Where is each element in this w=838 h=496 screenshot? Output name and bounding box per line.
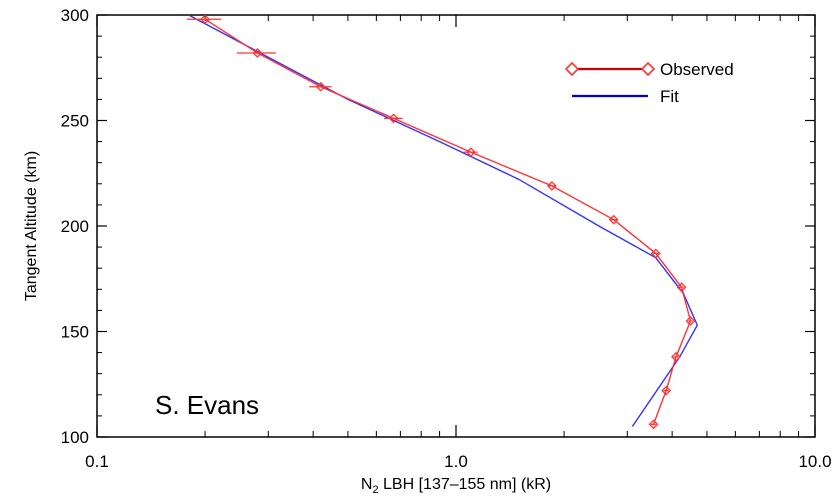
legend-marker-observed — [564, 61, 580, 77]
series-layer — [186, 15, 699, 430]
data-point — [648, 419, 659, 430]
y-axis-label: Tangent Altitude (km) — [23, 151, 40, 301]
y-tick-label: 300 — [61, 6, 89, 25]
data-point — [546, 180, 557, 191]
series-fit — [188, 15, 699, 427]
data-point — [671, 351, 681, 362]
x-tick-label: 1.0 — [444, 452, 468, 471]
y-tick-label: 150 — [61, 323, 89, 342]
x-axis-label-prefix: N — [361, 476, 373, 493]
data-point — [465, 147, 476, 158]
x-axis-label-rest: LBH [137–155 nm] (kR) — [379, 476, 552, 493]
annotation-text: S. Evans — [155, 390, 259, 420]
axis-ticks: 100 150 200 250 300 0.1 1.0 10.0 — [61, 6, 832, 471]
legend-label-fit: Fit — [660, 87, 679, 106]
y-tick-label: 250 — [61, 112, 89, 131]
x-tick-label: 10.0 — [798, 452, 831, 471]
y-tick-label: 100 — [61, 428, 89, 447]
series-observed — [186, 15, 696, 430]
legend-marker-observed — [640, 61, 656, 77]
series-line-fit — [188, 15, 699, 427]
legend-label-observed: Observed — [660, 60, 734, 79]
data-point — [315, 81, 326, 92]
data-point — [661, 385, 672, 396]
legend: Observed Fit — [564, 60, 734, 106]
data-point — [388, 113, 399, 124]
data-point — [252, 48, 263, 58]
data-point — [676, 282, 687, 293]
data-point — [650, 248, 661, 259]
x-tick-label: 0.1 — [85, 452, 109, 471]
x-axis-label-subscript: 2 — [372, 484, 378, 496]
x-axis-label: N2 LBH [137–155 nm] (kR) — [361, 476, 551, 496]
data-point — [608, 214, 619, 225]
data-point — [200, 15, 210, 25]
data-point — [685, 316, 696, 326]
series-line-observed — [204, 18, 692, 425]
y-tick-label: 200 — [61, 217, 89, 236]
